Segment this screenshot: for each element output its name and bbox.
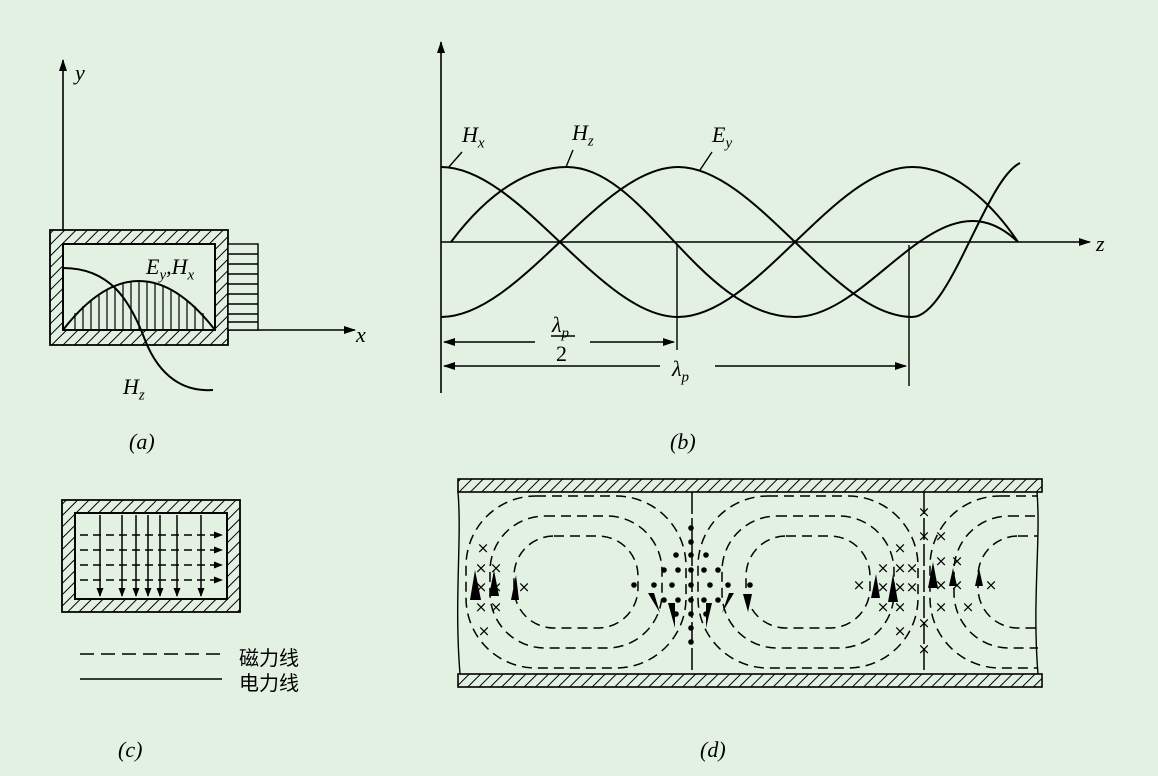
- legend-electric-label: 电力线: [239, 671, 299, 695]
- panel-d-magnetic-loops-1: [465, 495, 687, 669]
- panel-b-lambda-label: λp: [672, 356, 690, 386]
- svg-text:×: ×: [935, 552, 948, 570]
- panel-d-dot-markers: [631, 525, 753, 645]
- panel-b-hx-label: Hx: [462, 122, 485, 152]
- panel-b-hx-curve: [440, 165, 1019, 319]
- svg-text:×: ×: [894, 598, 907, 616]
- panel-c-caption: (c): [118, 737, 143, 762]
- svg-text:×: ×: [490, 559, 503, 577]
- svg-text:×: ×: [877, 578, 890, 596]
- panel-d-bottom-wall: [457, 673, 1043, 688]
- svg-text:×: ×: [894, 578, 907, 596]
- svg-text:×: ×: [918, 503, 931, 521]
- panel-d: ×× × × × × ×× × × × × × × × ×× × ×× × × × × × ×× × ×××…: [456, 478, 1043, 688]
- svg-text:×: ×: [962, 598, 975, 616]
- svg-text:×: ×: [951, 552, 964, 570]
- panel-b: [437, 41, 1091, 393]
- svg-text:×: ×: [906, 578, 919, 596]
- panel-d-caption: (d): [700, 737, 726, 762]
- panel-b-caption: (b): [670, 429, 696, 454]
- panel-c-waveguide-wall: [61, 499, 241, 613]
- panel-b-hz-curve: [450, 165, 1019, 319]
- panel-a-y-label: y: [75, 60, 85, 85]
- svg-text:×: ×: [935, 598, 948, 616]
- panel-a-ey-hx-fill: [74, 280, 204, 330]
- svg-text:×: ×: [894, 539, 907, 557]
- panel-b-ey-curve: [440, 162, 1021, 319]
- panel-d-magnetic-loops-2: [697, 495, 919, 669]
- panel-b-z-label: z: [1096, 231, 1105, 256]
- panel-c-electric-lines: [96, 515, 205, 597]
- svg-text:×: ×: [935, 576, 948, 594]
- panel-a-x-label: x: [356, 322, 366, 347]
- svg-text:×: ×: [918, 527, 931, 545]
- svg-text:×: ×: [906, 559, 919, 577]
- svg-text:×: ×: [985, 576, 998, 594]
- panel-a-caption: (a): [129, 429, 155, 454]
- svg-text:×: ×: [853, 576, 866, 594]
- svg-text:×: ×: [877, 559, 890, 577]
- panel-a-ey-hx-label: Ey,Hx: [146, 254, 195, 284]
- panel-a-ey-hx-curve: [62, 280, 216, 331]
- panel-d-top-wall: [457, 478, 1043, 493]
- panel-a-hz-curve: [62, 267, 214, 392]
- panel-c-magnetic-lines: [80, 531, 223, 584]
- panel-c: [61, 499, 241, 680]
- svg-text:×: ×: [918, 614, 931, 632]
- svg-text:×: ×: [894, 559, 907, 577]
- svg-text:×: ×: [918, 640, 931, 658]
- panel-a: [49, 59, 356, 392]
- svg-text:×: ×: [877, 598, 890, 616]
- panel-d-arrowheads: [470, 562, 983, 628]
- panel-b-half-lambda-den: 2: [556, 341, 567, 366]
- svg-text:×: ×: [894, 622, 907, 640]
- svg-text:×: ×: [490, 598, 503, 616]
- panel-b-hz-label: Hz: [572, 120, 594, 150]
- svg-text:×: ×: [477, 539, 490, 557]
- panel-a-hz-label: Hz: [123, 374, 145, 404]
- svg-text:×: ×: [518, 578, 531, 596]
- svg-text:×: ×: [475, 559, 488, 577]
- panel-a-side-profile: [227, 243, 259, 331]
- panel-b-half-lambda-num: λp: [552, 312, 570, 342]
- legend-magnetic-label: 磁力线: [239, 646, 299, 670]
- svg-text:×: ×: [475, 598, 488, 616]
- panel-b-ey-label: Ey: [712, 122, 733, 152]
- panel-d-cross-markers: ×× × × × × ×× × × × × × × × ×× × ×× × × × × × ×× × ×××…: [475, 503, 998, 658]
- svg-text:×: ×: [935, 527, 948, 545]
- svg-text:×: ×: [478, 622, 491, 640]
